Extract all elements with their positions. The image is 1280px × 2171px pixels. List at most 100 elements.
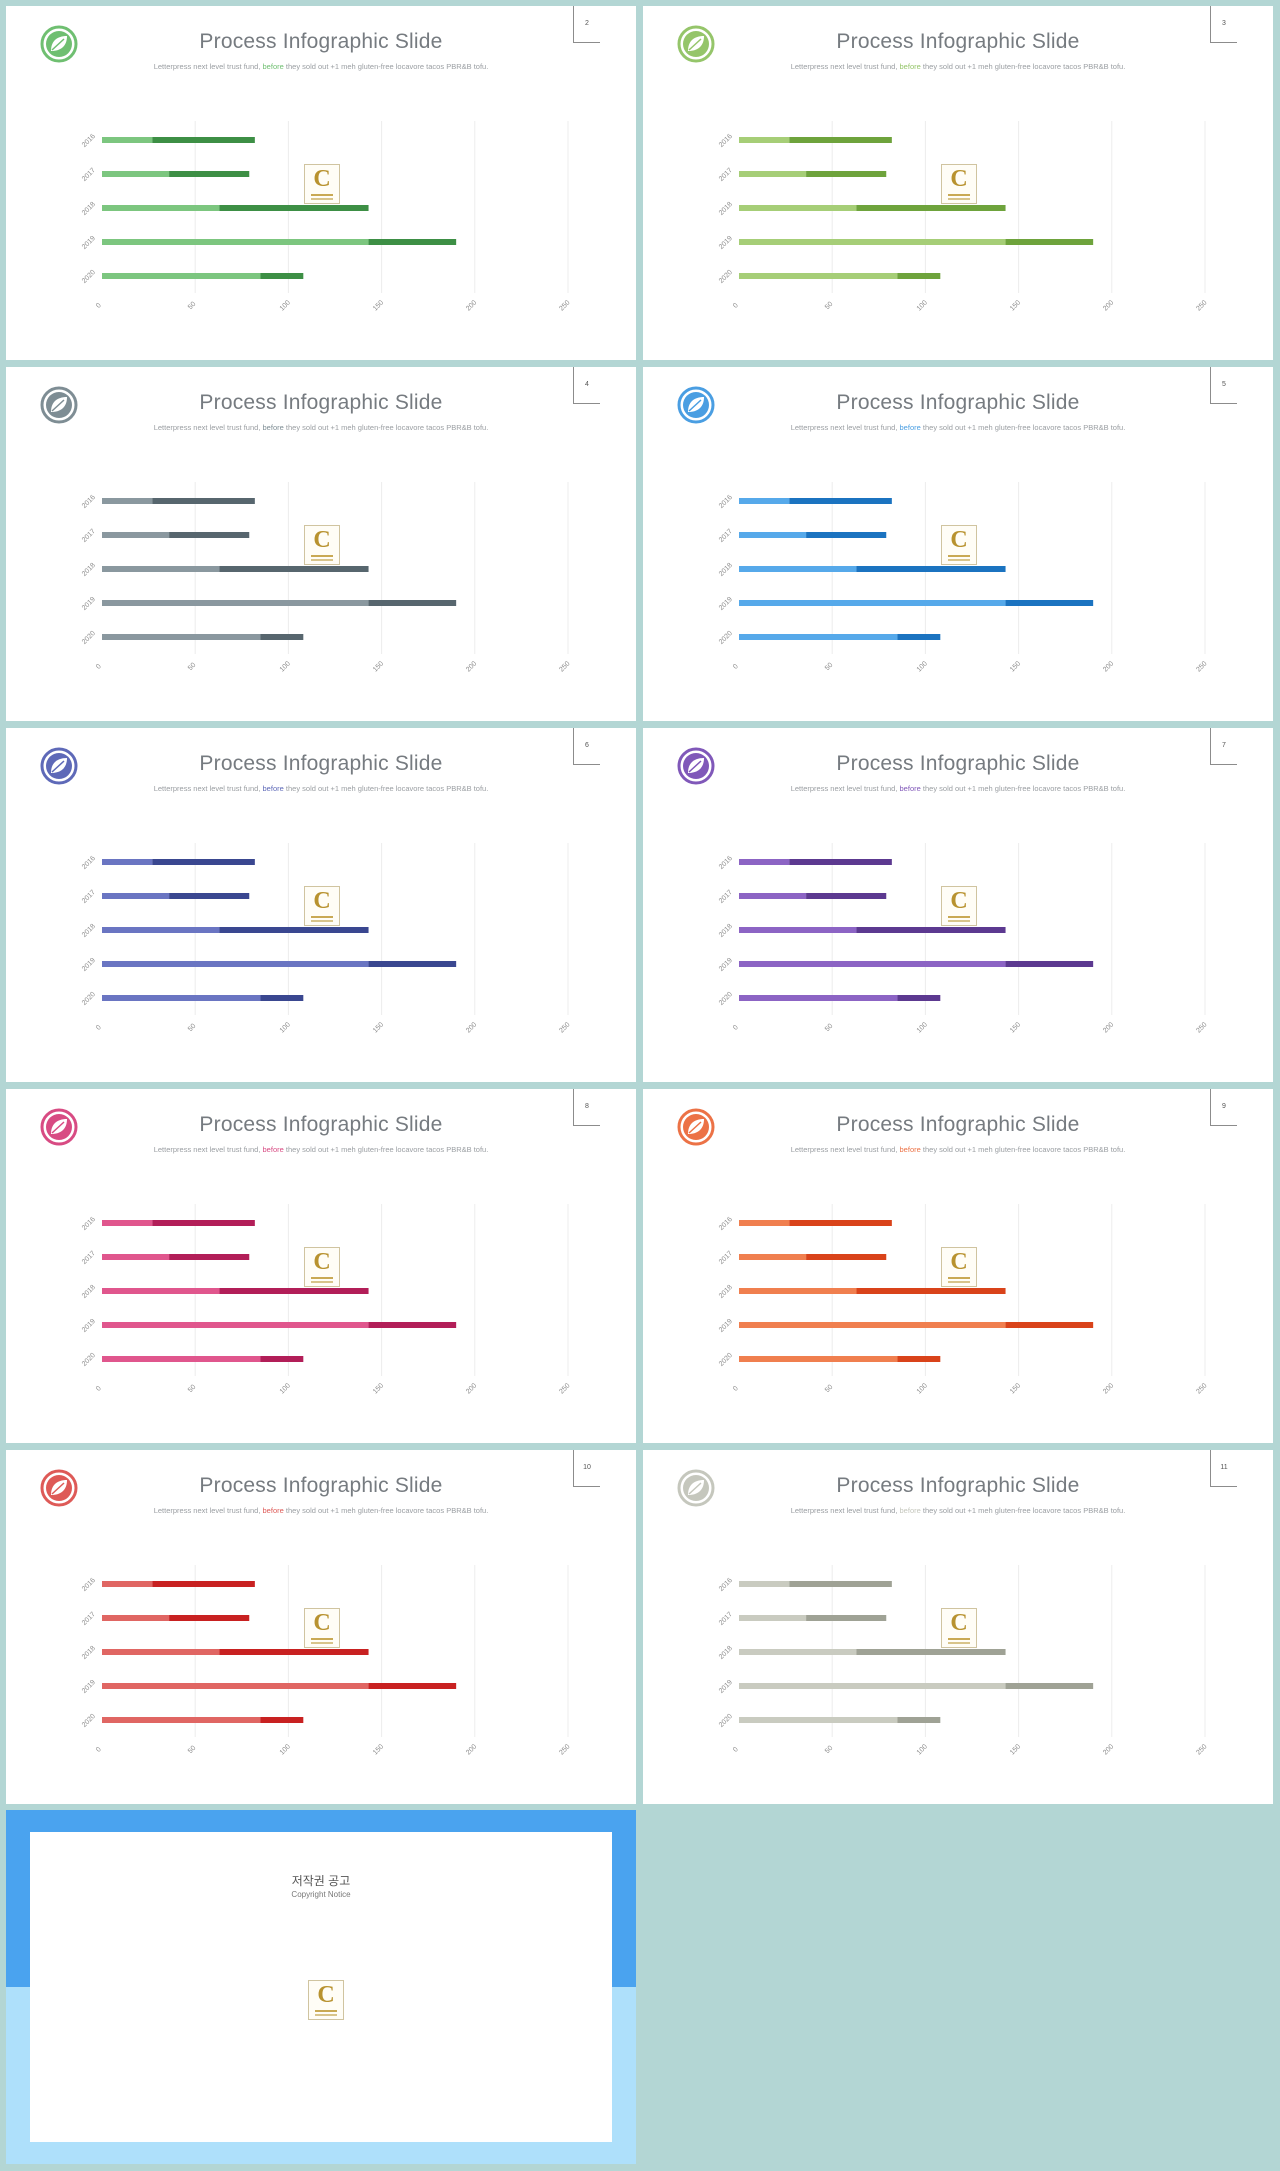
x-tick-label: 50 [187, 1745, 198, 1756]
x-tick-label: 150 [1009, 1743, 1022, 1756]
bar-segment-2016-2 [789, 137, 892, 143]
subtitle-text: they sold out +1 meh gluten-free locavor… [285, 784, 489, 793]
subtitle-accent: before [899, 1145, 921, 1154]
leaf-icon [40, 386, 78, 424]
y-category-label: 2016 [718, 855, 734, 871]
bar-segment-2019-1 [739, 961, 1006, 967]
bar-segment-2019-1 [102, 239, 369, 245]
bar-segment-2016-1 [739, 137, 790, 143]
slide-subtitle: Letterpress next level trust fund, befor… [643, 1145, 1273, 1154]
bar-chart: 0 50 100 150 200 250 2016 2017 2018 2019 2020 [718, 1565, 1209, 1757]
x-tick-label: 50 [824, 301, 835, 312]
y-category-label: 2017 [81, 1611, 97, 1627]
leaf-icon [40, 25, 78, 63]
bar-chart: 0 50 100 150 200 250 2016 2017 2018 2019 2020 [81, 843, 572, 1035]
bar-segment-2019-2 [368, 1322, 457, 1328]
subtitle-text: Letterpress next level trust fund, [790, 784, 898, 793]
logo-glyph: C [313, 1249, 331, 1275]
bar-segment-2017-2 [806, 1254, 887, 1260]
x-tick-label: 200 [1102, 1021, 1115, 1034]
y-category-label: 2020 [81, 1713, 97, 1729]
logo-badge: C [941, 164, 977, 204]
page-number: 4 [573, 367, 600, 404]
subtitle-text: they sold out +1 meh gluten-free locavor… [285, 1506, 489, 1515]
logo-line [315, 2014, 337, 2016]
x-tick-label: 100 [279, 1382, 292, 1395]
bar-segment-2020-1 [739, 1356, 898, 1362]
page-number: 7 [1210, 728, 1237, 765]
slide-title: Process Infographic Slide [199, 1474, 443, 1497]
x-tick-label: 50 [824, 662, 835, 673]
leaf-icon [40, 747, 78, 785]
y-category-label: 2016 [81, 855, 97, 871]
y-category-label: 2017 [718, 1250, 734, 1266]
slide-9: Process Infographic Slide Letterpress nex… [643, 1089, 1273, 1443]
logo-glyph: C [313, 1610, 331, 1636]
logo-glyph: C [317, 1982, 335, 2008]
y-category-label: 2018 [718, 923, 734, 939]
slide-5: Process Infographic Slide Letterpress nex… [643, 367, 1273, 721]
leaf-icon [40, 1469, 78, 1507]
bar-segment-2019-2 [1005, 961, 1094, 967]
subtitle-text: Letterpress next level trust fund, [790, 1506, 898, 1515]
x-tick-label: 0 [95, 1024, 103, 1032]
y-category-label: 2020 [81, 269, 97, 285]
logo-line [948, 1281, 970, 1283]
bar-segment-2018-2 [856, 1288, 1006, 1294]
logo-line [948, 916, 970, 918]
slide-6: Process Infographic Slide Letterpress nex… [6, 728, 636, 1082]
x-tick-label: 50 [824, 1745, 835, 1756]
x-tick-label: 250 [1195, 1021, 1208, 1034]
page-number: 9 [1210, 1089, 1237, 1126]
x-tick-label: 250 [1195, 299, 1208, 312]
y-category-label: 2019 [81, 1679, 97, 1695]
bar-segment-2017-2 [169, 532, 250, 538]
page-number: 2 [573, 6, 600, 43]
bar-segment-2018-2 [219, 1288, 369, 1294]
logo-line [311, 1281, 333, 1283]
subtitle-text: Letterpress next level trust fund, [153, 423, 261, 432]
bar-segment-2016-1 [102, 859, 153, 865]
x-tick-label: 100 [916, 1743, 929, 1756]
bar-segment-2018-2 [219, 566, 369, 572]
leaf-icon [677, 1469, 715, 1507]
x-tick-label: 200 [465, 1382, 478, 1395]
bar-segment-2020-2 [897, 634, 941, 640]
bar-segment-2017-2 [806, 171, 887, 177]
bar-segment-2018-2 [219, 1649, 369, 1655]
x-tick-label: 200 [1102, 1743, 1115, 1756]
logo-line [311, 198, 333, 200]
subtitle-text: they sold out +1 meh gluten-free locavor… [922, 1145, 1126, 1154]
bar-segment-2018-2 [856, 927, 1006, 933]
bar-segment-2016-1 [739, 1220, 790, 1226]
bar-segment-2018-1 [102, 927, 220, 933]
bar-segment-2017-1 [739, 1615, 807, 1621]
bar-segment-2017-1 [102, 893, 170, 899]
x-tick-label: 0 [95, 663, 103, 671]
subtitle-text: they sold out +1 meh gluten-free locavor… [285, 1145, 489, 1154]
bar-segment-2017-2 [806, 1615, 887, 1621]
bar-segment-2020-1 [739, 634, 898, 640]
bar-segment-2019-1 [739, 1683, 1006, 1689]
x-tick-label: 200 [465, 1743, 478, 1756]
y-category-label: 2016 [718, 133, 734, 149]
x-tick-label: 0 [732, 302, 740, 310]
bar-segment-2018-2 [856, 205, 1006, 211]
y-category-label: 2016 [718, 1216, 734, 1232]
subtitle-text: Letterpress next level trust fund, [153, 784, 261, 793]
bar-segment-2016-2 [152, 137, 255, 143]
y-category-label: 2019 [718, 1318, 734, 1334]
bar-segment-2016-2 [152, 498, 255, 504]
slide-title: Process Infographic Slide [836, 391, 1080, 414]
bar-segment-2017-2 [806, 893, 887, 899]
x-tick-label: 50 [824, 1023, 835, 1034]
bar-segment-2020-1 [739, 273, 898, 279]
y-category-label: 2019 [718, 235, 734, 251]
slide-subtitle: Letterpress next level trust fund, befor… [6, 784, 636, 793]
subtitle-accent: before [262, 1506, 284, 1515]
y-category-label: 2020 [718, 1352, 734, 1368]
x-tick-label: 150 [1009, 1021, 1022, 1034]
y-category-label: 2020 [81, 991, 97, 1007]
logo-badge: C [304, 1608, 340, 1648]
bar-segment-2020-1 [739, 995, 898, 1001]
